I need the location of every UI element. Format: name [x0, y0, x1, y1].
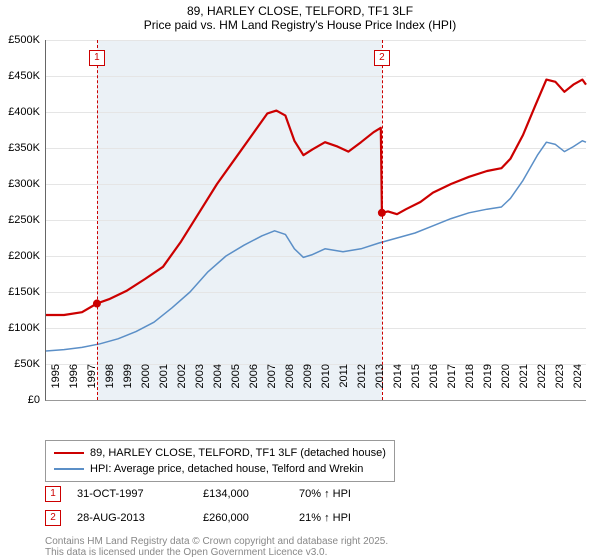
x-tick-label: 2008 — [284, 364, 296, 404]
x-tick-label: 1995 — [50, 364, 62, 404]
chart-plot-area: 12 £0£50K£100K£150K£200K£250K£300K£350K£… — [45, 40, 586, 401]
x-tick-label: 2000 — [140, 364, 152, 404]
y-tick-label: £150K — [0, 286, 40, 298]
y-tick-label: £250K — [0, 214, 40, 226]
x-tick-label: 2013 — [374, 364, 386, 404]
x-tick-label: 2011 — [338, 364, 350, 404]
x-tick-label: 2012 — [356, 364, 368, 404]
x-tick-label: 2020 — [500, 364, 512, 404]
marker-line-1 — [97, 40, 98, 400]
x-tick-label: 1999 — [122, 364, 134, 404]
sale-marker-2-icon: 2 — [45, 510, 61, 526]
title-line1: 89, HARLEY CLOSE, TELFORD, TF1 3LF — [0, 4, 600, 18]
sale-delta-1: 70% ↑ HPI — [299, 488, 351, 500]
x-tick-label: 2021 — [518, 364, 530, 404]
x-tick-label: 2006 — [248, 364, 260, 404]
x-tick-label: 1997 — [86, 364, 98, 404]
title-block: 89, HARLEY CLOSE, TELFORD, TF1 3LF Price… — [0, 0, 600, 34]
title-line2: Price paid vs. HM Land Registry's House … — [0, 18, 600, 32]
sale-date-1: 31-OCT-1997 — [77, 488, 187, 500]
legend-swatch-blue — [54, 468, 84, 470]
x-tick-label: 2018 — [464, 364, 476, 404]
legend-item-hpi: HPI: Average price, detached house, Telf… — [54, 461, 386, 477]
x-tick-label: 2023 — [554, 364, 566, 404]
sale-row-2: 2 28-AUG-2013 £260,000 21% ↑ HPI — [45, 510, 351, 526]
legend-item-property: 89, HARLEY CLOSE, TELFORD, TF1 3LF (deta… — [54, 445, 386, 461]
sale-price-2: £260,000 — [203, 512, 283, 524]
x-tick-label: 2005 — [230, 364, 242, 404]
x-tick-label: 2010 — [320, 364, 332, 404]
x-tick-label: 2007 — [266, 364, 278, 404]
marker-line-2 — [382, 40, 383, 400]
sale-delta-2: 21% ↑ HPI — [299, 512, 351, 524]
series-line-property — [46, 80, 586, 315]
x-tick-label: 2019 — [482, 364, 494, 404]
legend-box: 89, HARLEY CLOSE, TELFORD, TF1 3LF (deta… — [45, 440, 395, 482]
sale-price-1: £134,000 — [203, 488, 283, 500]
x-tick-label: 2001 — [158, 364, 170, 404]
x-tick-label: 1998 — [104, 364, 116, 404]
x-tick-label: 2003 — [194, 364, 206, 404]
y-tick-label: £350K — [0, 142, 40, 154]
legend-swatch-red — [54, 452, 84, 455]
sale-marker-1-icon: 1 — [45, 486, 61, 502]
sale-row-1: 1 31-OCT-1997 £134,000 70% ↑ HPI — [45, 486, 351, 502]
legend-label-hpi: HPI: Average price, detached house, Telf… — [90, 463, 363, 475]
y-tick-label: £100K — [0, 322, 40, 334]
x-tick-label: 2004 — [212, 364, 224, 404]
x-tick-label: 2024 — [572, 364, 584, 404]
x-tick-label: 2014 — [392, 364, 404, 404]
chart-svg — [46, 40, 586, 400]
y-tick-label: £0 — [0, 394, 40, 406]
x-tick-label: 2017 — [446, 364, 458, 404]
x-tick-label: 2002 — [176, 364, 188, 404]
x-tick-label: 2022 — [536, 364, 548, 404]
marker-box-1: 1 — [89, 50, 105, 66]
x-tick-label: 2009 — [302, 364, 314, 404]
y-tick-label: £500K — [0, 34, 40, 46]
chart-container: 89, HARLEY CLOSE, TELFORD, TF1 3LF Price… — [0, 0, 600, 560]
footer-line1: Contains HM Land Registry data © Crown c… — [45, 536, 388, 547]
footer-line2: This data is licensed under the Open Gov… — [45, 547, 388, 558]
series-line-hpi — [46, 141, 586, 351]
sale-date-2: 28-AUG-2013 — [77, 512, 187, 524]
x-tick-label: 2016 — [428, 364, 440, 404]
y-tick-label: £200K — [0, 250, 40, 262]
legend-label-property: 89, HARLEY CLOSE, TELFORD, TF1 3LF (deta… — [90, 447, 386, 459]
x-tick-label: 2015 — [410, 364, 422, 404]
y-tick-label: £400K — [0, 106, 40, 118]
y-tick-label: £50K — [0, 358, 40, 370]
marker-box-2: 2 — [374, 50, 390, 66]
footer-attribution: Contains HM Land Registry data © Crown c… — [45, 536, 388, 558]
y-tick-label: £450K — [0, 70, 40, 82]
x-tick-label: 1996 — [68, 364, 80, 404]
y-tick-label: £300K — [0, 178, 40, 190]
